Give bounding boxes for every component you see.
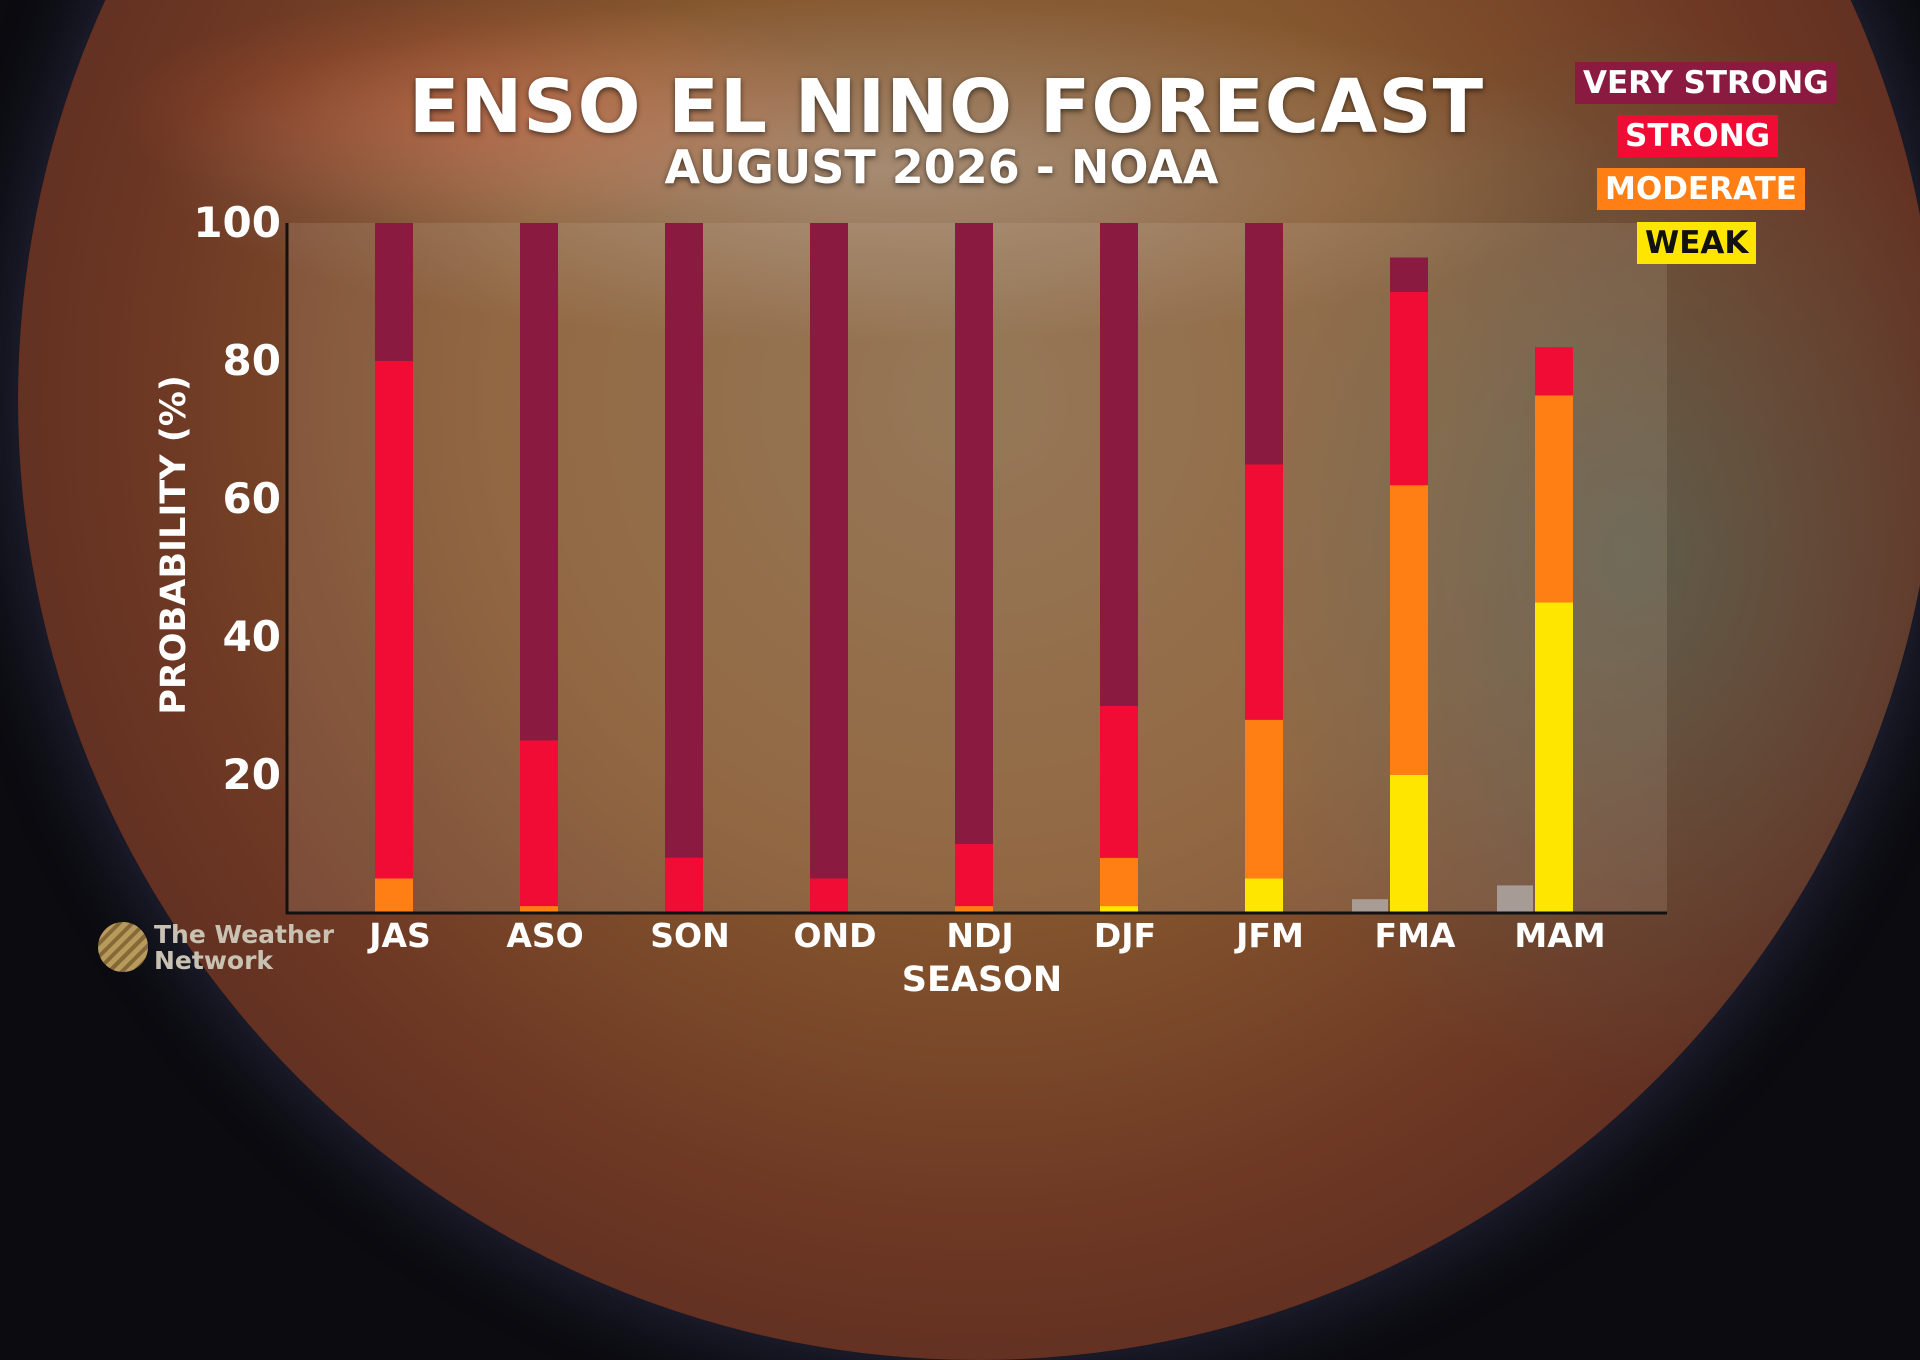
x-tick-label: NDJ: [946, 916, 1013, 955]
logo-text-line1: The Weather: [154, 920, 335, 949]
bar-segment-strong: [1245, 464, 1283, 720]
legend-weak: WEAK: [1637, 222, 1757, 264]
unlabeled-bar: [1497, 885, 1533, 913]
x-tick-label: MAM: [1514, 916, 1605, 955]
x-axis-title: SEASON: [902, 960, 1062, 1000]
x-tick-label: FMA: [1375, 916, 1456, 955]
chart-title: ENSO EL NINO FORECAST: [408, 64, 1485, 150]
bar-segment-very-strong: [1390, 257, 1428, 292]
x-tick-label: JFM: [1234, 916, 1304, 955]
x-tick-label: ASO: [506, 916, 583, 955]
bar-segment-moderate: [1245, 719, 1283, 879]
legend-very-strong: VERY STRONG: [1575, 62, 1837, 104]
bar-segment-very-strong: [810, 223, 848, 879]
stacked-bar-chart: 20 40 60 80 100 JAS ASO SON OND NDJ DJF JFM FMA MAM SE…: [154, 198, 1606, 1000]
bar-segment-moderate: [1390, 485, 1428, 775]
y-tick-label: 100: [193, 198, 281, 247]
y-tick-label: 80: [223, 336, 281, 385]
bar-segment-very-strong: [375, 223, 413, 361]
bar-segment-strong: [810, 878, 848, 913]
x-tick-label: OND: [793, 916, 876, 955]
globe-logo-icon: [98, 922, 148, 972]
bar-segment-moderate: [1535, 395, 1573, 603]
bar-segment-weak: [1245, 878, 1283, 913]
bar-segment-strong: [1390, 292, 1428, 486]
bar-segment-moderate: [955, 906, 993, 913]
bar-segment-weak: [1535, 602, 1573, 913]
bar-segment-very-strong: [665, 223, 703, 858]
bar-segment-strong: [1535, 347, 1573, 396]
bar-segment-strong: [665, 857, 703, 913]
weather-network-logo: The Weather Network: [98, 920, 338, 976]
bar-segment-weak: [1390, 775, 1428, 913]
bar-segment-strong: [1100, 706, 1138, 858]
bar-segment-moderate: [375, 878, 413, 913]
x-tick-label: SON: [650, 916, 729, 955]
unlabeled-bar: [1352, 899, 1388, 913]
bar-segment-very-strong: [1245, 223, 1283, 465]
bar-segment-very-strong: [1100, 223, 1138, 706]
y-tick-label: 40: [223, 612, 281, 661]
x-tick-label: DJF: [1094, 916, 1156, 955]
legend-moderate: MODERATE: [1597, 168, 1805, 210]
bar-segment-moderate: [1100, 857, 1138, 907]
bar-segment-strong: [520, 740, 558, 907]
bar-segment-weak: [1100, 906, 1138, 913]
y-tick-label: 60: [223, 474, 281, 523]
bar-segment-strong: [375, 361, 413, 879]
bar-segment-very-strong: [520, 223, 558, 741]
bar-segment-strong: [955, 844, 993, 907]
y-axis-title: PROBABILITY (%): [154, 375, 194, 715]
chart-subtitle: AUGUST 2026 - NOAA: [664, 140, 1219, 194]
x-tick-label: JAS: [367, 916, 431, 955]
logo-text-line2: Network: [154, 946, 274, 975]
legend-strong: STRONG: [1617, 115, 1779, 157]
y-tick-label: 20: [223, 750, 281, 799]
bar-segment-very-strong: [955, 223, 993, 844]
bar-segment-moderate: [520, 906, 558, 913]
